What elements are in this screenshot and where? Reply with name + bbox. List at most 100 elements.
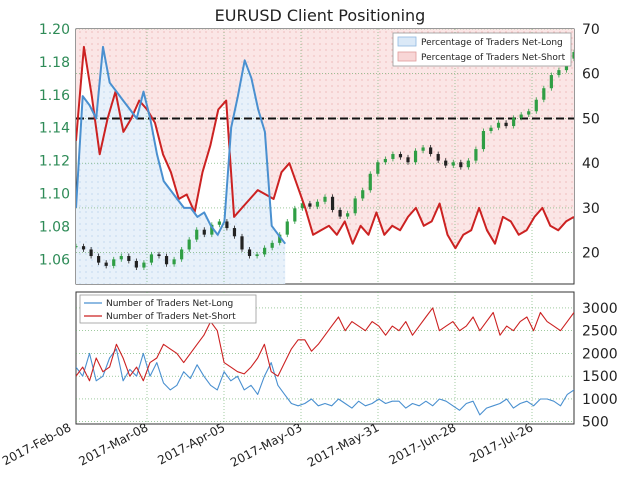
count-short-line [76,307,574,382]
candle-body [134,260,138,268]
left-axis-ticks: 1.20 1.18 1.16 1.14 1.12 1.10 1.08 1.06 [39,22,70,268]
x-tick-label: 2017-May-31 [305,420,381,469]
trader-count-lines [76,307,574,416]
candle-body [232,228,237,237]
right-tick-label: 2500 [582,324,618,340]
left-tick-label: 1.06 [39,252,70,268]
candle-body [210,224,214,235]
candle-body [353,198,357,214]
right-tick-label: 1000 [582,392,618,408]
right-axis-ticks-top: 70 60 50 40 30 20 [582,22,600,262]
left-tick-label: 1.18 [39,55,70,71]
legend-label-short: Percentage of Traders Net-Short [421,53,566,63]
candle-body [481,131,486,150]
right-tick-label: 2000 [582,346,618,362]
left-tick-label: 1.10 [39,187,70,203]
positioning-lines [76,45,574,250]
candle-body [368,173,372,191]
candle-body [149,254,154,263]
candle-body [255,254,259,257]
candle-body [421,147,425,151]
candle-body [104,262,108,266]
candle-body [225,221,229,229]
left-tick-label: 1.12 [39,154,70,170]
candle-body [383,158,387,163]
top-fill-layer [76,29,574,284]
right-tick-label: 3000 [582,301,618,317]
candle-body [202,229,206,235]
candle-body [429,147,433,155]
right-tick-label: 70 [582,22,600,38]
top-legend: Percentage of Traders Net-Long Percentag… [392,32,572,67]
candle-body [164,256,169,265]
candle-body [112,259,116,266]
candle-body [330,196,335,210]
candle-body [247,249,252,257]
left-tick-label: 1.14 [39,121,70,137]
right-tick-label: 500 [582,415,609,431]
net-short-line [76,45,574,250]
candle-body [474,149,478,161]
candle-body [285,221,289,235]
candle-body [444,160,448,166]
candle-body [240,236,244,250]
candle-body [361,190,365,199]
price-candles [76,49,574,271]
candle-body [172,259,176,265]
candle-body [187,239,191,250]
candle-body [436,154,440,161]
right-tick-label: 20 [582,246,600,262]
candle-body [142,262,146,268]
chart-title: EURUSD Client Positioning [215,6,426,25]
count-long-line [76,348,574,416]
candle-body [542,88,546,100]
candle-body [534,99,538,112]
legend-label-count-long: Number of Traders Net-Long [106,299,233,309]
candle-body [217,221,221,225]
left-tick-label: 1.20 [39,22,70,38]
right-axis-ticks-bottom: 3000 2500 2000 1500 1000 500 [582,301,618,431]
candle-body [263,247,267,255]
candle-body [489,127,493,131]
candle-body [315,201,320,207]
left-tick-label: 1.16 [39,88,70,104]
candle-body [527,111,531,115]
candle-body [391,154,395,159]
top-grid [76,29,574,284]
x-axis-ticks: 2017-Feb-08 2017-Mar-08 2017-Apr-05 2017-Ma… [0,420,535,469]
candle-body [512,117,516,127]
legend-swatch-short [397,51,417,62]
candle-body [398,154,403,158]
right-tick-label: 40 [582,156,600,172]
candle-body [346,213,350,217]
candle-body [504,122,508,127]
legend-label-count-short: Number of Traders Net-Short [106,312,236,322]
candle-body [119,256,123,260]
x-tick-label: 2017-Jul-26 [467,420,535,465]
x-tick-label: 2017-May-03 [228,420,304,469]
candle-body [413,150,418,163]
candle-body [519,114,523,118]
x-tick-label: 2017-Apr-05 [155,420,227,467]
right-tick-label: 30 [582,201,600,217]
candle-body [270,242,274,248]
right-tick-label: 1500 [582,369,618,385]
right-tick-label: 60 [582,67,600,83]
candle-body [323,196,327,202]
candle-body [157,254,161,257]
candle-body [451,162,455,166]
net-short-area [76,29,574,249]
x-tick-label: 2017-Feb-08 [0,420,73,468]
candle-body [81,246,86,250]
candle-body [300,203,304,209]
bottom-legend: Number of Traders Net-Long Number of Tra… [79,294,257,324]
candle-body [572,52,574,59]
candle-body [376,162,380,174]
net-long-area [76,46,286,284]
right-tick-label: 50 [582,111,600,127]
candle-body [180,249,184,260]
candle-body [406,157,410,163]
candle-body [466,160,470,168]
